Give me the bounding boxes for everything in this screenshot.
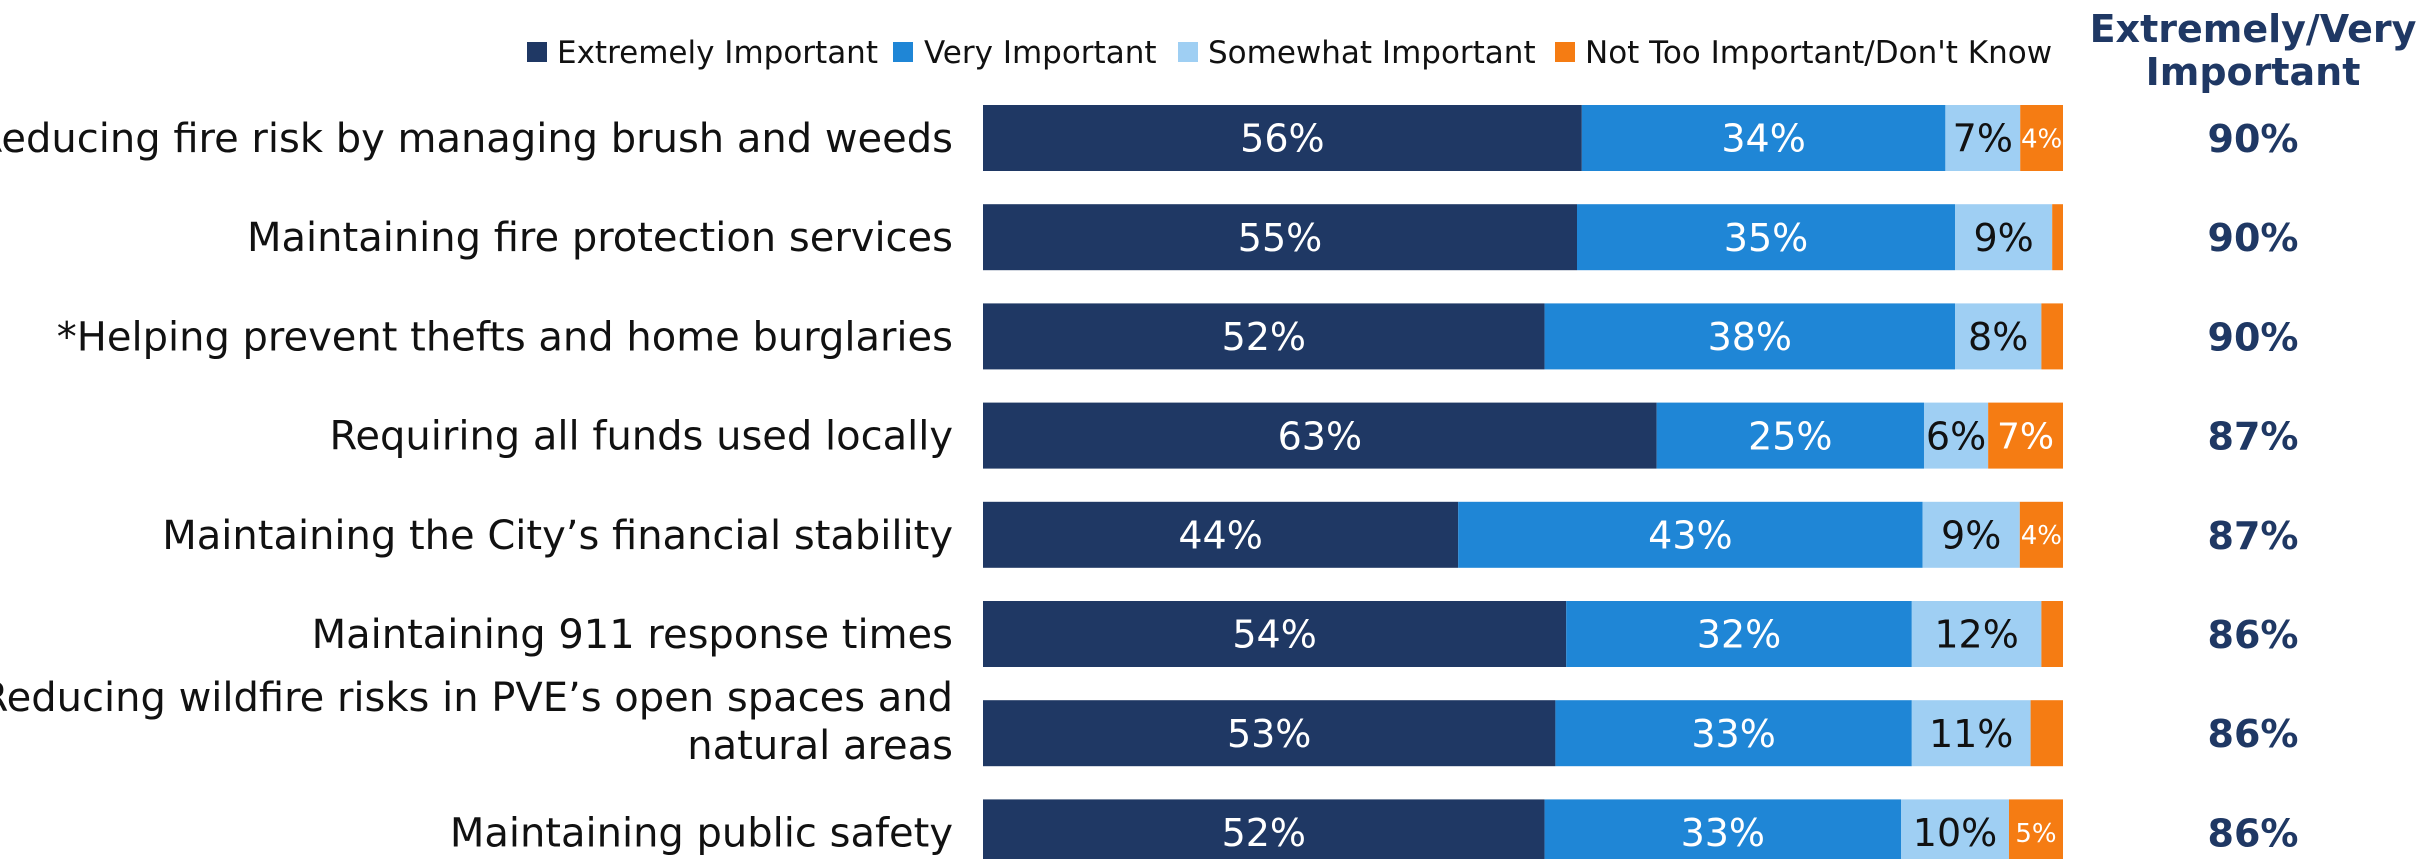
category-label-1: Reducing fire risk by managing brush and… — [0, 116, 953, 162]
total-value-8: 86% — [2208, 811, 2299, 855]
category-label-7: Reducing wildfire risks in PVE’s open sp… — [0, 675, 953, 769]
bar-extremely-important-5 — [983, 501, 1459, 568]
category-label-line: *Helping prevent thefts and home burglar… — [57, 314, 953, 360]
total-value-7: 86% — [2208, 712, 2299, 756]
bar-somewhat-important-3 — [1955, 303, 2042, 370]
category-label-line: Reducing wildfire risks in PVE’s open sp… — [0, 675, 953, 721]
category-label-8: Maintaining public safety — [450, 810, 953, 856]
bar-not-too-important-don-t-know-7 — [2030, 700, 2063, 767]
bar-not-too-important-don-t-know-4 — [1988, 402, 2063, 469]
bar-very-important-7 — [1555, 700, 1912, 767]
legend-label-extremely-important: Extremely Important — [557, 35, 878, 71]
bar-very-important-2 — [1577, 204, 1955, 271]
bar-extremely-important-1 — [983, 105, 1582, 171]
data-label-somewhat-important-4: 6% — [1926, 414, 1986, 458]
totals-header-line-1: Extremely/Very — [2090, 7, 2417, 51]
bar-extremely-important-6 — [983, 601, 1567, 667]
category-label-line: Requiring all funds used locally — [329, 414, 953, 460]
data-label-somewhat-important-6: 12% — [1934, 613, 2018, 657]
data-label-not-too-important-don-t-know-1: 4% — [2021, 124, 2062, 154]
total-value-2: 90% — [2208, 216, 2299, 260]
bar-very-important-4 — [1656, 402, 1924, 469]
bar-very-important-8 — [1544, 799, 1901, 859]
bar-very-important-3 — [1544, 303, 1955, 370]
legend-label-very-important: Very Important — [924, 35, 1157, 71]
legend-swatch-extremely-important — [527, 42, 547, 62]
data-label-extremely-important-4: 63% — [1278, 414, 1362, 458]
bar-somewhat-important-1 — [1945, 105, 2021, 171]
data-label-not-too-important-don-t-know-5: 4% — [2021, 521, 2062, 551]
legend-swatch-not-too-important-don-t-know — [1555, 42, 1575, 62]
category-label-line: Maintaining the City’s financial stabili… — [162, 513, 953, 559]
data-label-very-important-1: 34% — [1721, 117, 1805, 161]
bar-very-important-5 — [1458, 501, 1923, 568]
bar-not-too-important-don-t-know-1 — [2020, 105, 2063, 171]
data-label-extremely-important-2: 55% — [1238, 216, 1322, 260]
category-label-2: Maintaining fire protection services — [247, 215, 953, 261]
data-label-extremely-important-7: 53% — [1227, 712, 1311, 756]
bar-somewhat-important-2 — [1955, 204, 2053, 271]
category-label-line: Reducing fire risk by managing brush and… — [0, 116, 953, 162]
bar-not-too-important-don-t-know-6 — [2041, 601, 2063, 667]
bar-somewhat-important-6 — [1911, 601, 2042, 667]
bar-extremely-important-7 — [983, 700, 1556, 767]
data-label-somewhat-important-7: 11% — [1929, 712, 2013, 756]
total-value-6: 86% — [2208, 613, 2299, 657]
bar-not-too-important-don-t-know-2 — [2052, 204, 2063, 271]
bar-extremely-important-3 — [983, 303, 1545, 370]
legend-swatch-somewhat-important — [1178, 42, 1198, 62]
data-label-very-important-5: 43% — [1648, 513, 1732, 557]
legend-swatch-very-important — [893, 42, 913, 62]
data-label-not-too-important-don-t-know-8: 5% — [2015, 819, 2056, 849]
data-label-extremely-important-6: 54% — [1232, 613, 1316, 657]
data-label-very-important-8: 33% — [1681, 811, 1765, 855]
bar-somewhat-important-5 — [1922, 501, 2020, 568]
category-label-3: *Helping prevent thefts and home burglar… — [57, 314, 953, 360]
data-label-not-too-important-don-t-know-4: 7% — [1997, 417, 2054, 458]
data-label-very-important-2: 35% — [1724, 216, 1808, 260]
category-label-6: Maintaining 911 response times — [312, 612, 953, 658]
legend-label-somewhat-important: Somewhat Important — [1208, 35, 1536, 71]
legend-label-not-too-important-don-t-know: Not Too Important/Don't Know — [1585, 35, 2052, 71]
data-label-extremely-important-3: 52% — [1222, 315, 1306, 359]
data-label-extremely-important-8: 52% — [1222, 811, 1306, 855]
bar-very-important-1 — [1581, 105, 1946, 171]
data-label-extremely-important-5: 44% — [1178, 513, 1262, 557]
total-value-4: 87% — [2208, 415, 2299, 459]
bar-somewhat-important-4 — [1923, 402, 1989, 469]
bar-very-important-6 — [1566, 601, 1912, 667]
data-label-very-important-3: 38% — [1708, 315, 1792, 359]
bar-extremely-important-4 — [983, 402, 1657, 469]
totals-header-line-2: Important — [2146, 50, 2361, 94]
bar-somewhat-important-7 — [1911, 700, 2031, 767]
data-label-somewhat-important-8: 10% — [1913, 811, 1997, 855]
bar-not-too-important-don-t-know-3 — [2041, 303, 2063, 370]
data-label-very-important-4: 25% — [1748, 414, 1832, 458]
category-label-4: Requiring all funds used locally — [329, 414, 953, 460]
data-label-somewhat-important-3: 8% — [1968, 315, 2028, 359]
data-label-extremely-important-1: 56% — [1240, 117, 1324, 161]
category-label-line: Maintaining public safety — [450, 810, 953, 856]
total-value-3: 90% — [2208, 315, 2299, 359]
total-value-5: 87% — [2208, 514, 2299, 558]
bar-not-too-important-don-t-know-8 — [2009, 799, 2063, 859]
data-label-very-important-7: 33% — [1691, 712, 1775, 756]
data-label-somewhat-important-2: 9% — [1973, 216, 2033, 260]
data-label-somewhat-important-1: 7% — [1953, 117, 2013, 161]
bar-somewhat-important-8 — [1901, 799, 2009, 859]
category-label-5: Maintaining the City’s financial stabili… — [162, 513, 953, 559]
total-value-1: 90% — [2208, 117, 2299, 161]
category-label-line: natural areas — [687, 723, 953, 769]
bar-extremely-important-8 — [983, 799, 1545, 859]
data-label-very-important-6: 32% — [1697, 613, 1781, 657]
category-label-line: Maintaining 911 response times — [312, 612, 953, 658]
category-label-line: Maintaining fire protection services — [247, 215, 953, 261]
bar-extremely-important-2 — [983, 204, 1577, 271]
data-label-somewhat-important-5: 9% — [1941, 513, 2001, 557]
bar-not-too-important-don-t-know-5 — [2019, 501, 2063, 568]
